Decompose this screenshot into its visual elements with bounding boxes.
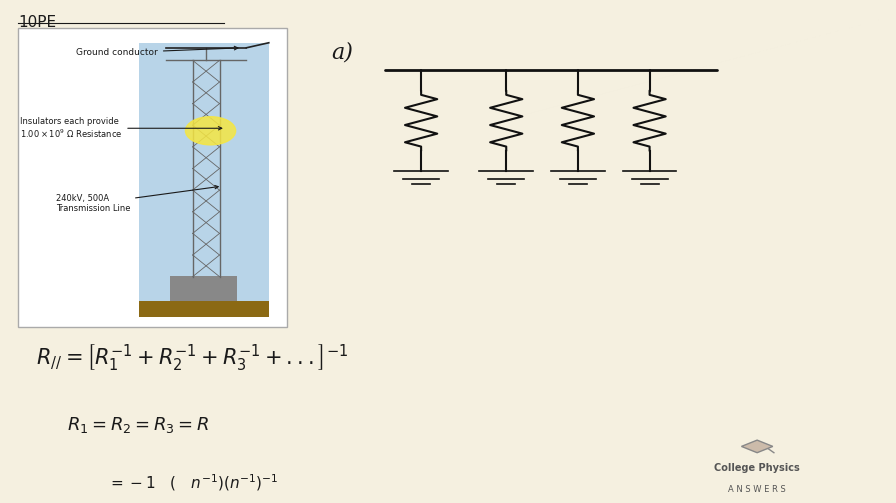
Text: Insulators each provide
$1.00 \times 10^9\ \Omega$ Resistance: Insulators each provide $1.00 \times 10^…: [20, 117, 222, 140]
Text: $= -1 \quad (\quad n^{-1})(n^{-1})^{-1}$: $= -1 \quad (\quad n^{-1})(n^{-1})^{-1}$: [108, 472, 278, 493]
Text: 240kV, 500A
Transmission Line: 240kV, 500A Transmission Line: [56, 186, 219, 213]
Text: $R_{//} = \left[ R_1^{-1} + R_2^{-1} + R_3^{-1} + ... \right]^{-1}$: $R_{//} = \left[ R_1^{-1} + R_2^{-1} + R…: [36, 342, 348, 373]
Text: Ground conductor: Ground conductor: [76, 46, 238, 57]
Text: College Physics: College Physics: [714, 463, 800, 473]
Text: A N S W E R S: A N S W E R S: [728, 485, 786, 494]
FancyBboxPatch shape: [139, 43, 269, 317]
Circle shape: [185, 117, 236, 145]
Text: a): a): [332, 42, 353, 64]
FancyBboxPatch shape: [170, 276, 237, 301]
Polygon shape: [742, 440, 772, 453]
FancyBboxPatch shape: [139, 301, 269, 317]
FancyBboxPatch shape: [18, 28, 287, 327]
Text: 10PE: 10PE: [18, 15, 56, 30]
Text: $R_1 = R_2 = R_3 = R$: $R_1 = R_2 = R_3 = R$: [67, 415, 210, 435]
